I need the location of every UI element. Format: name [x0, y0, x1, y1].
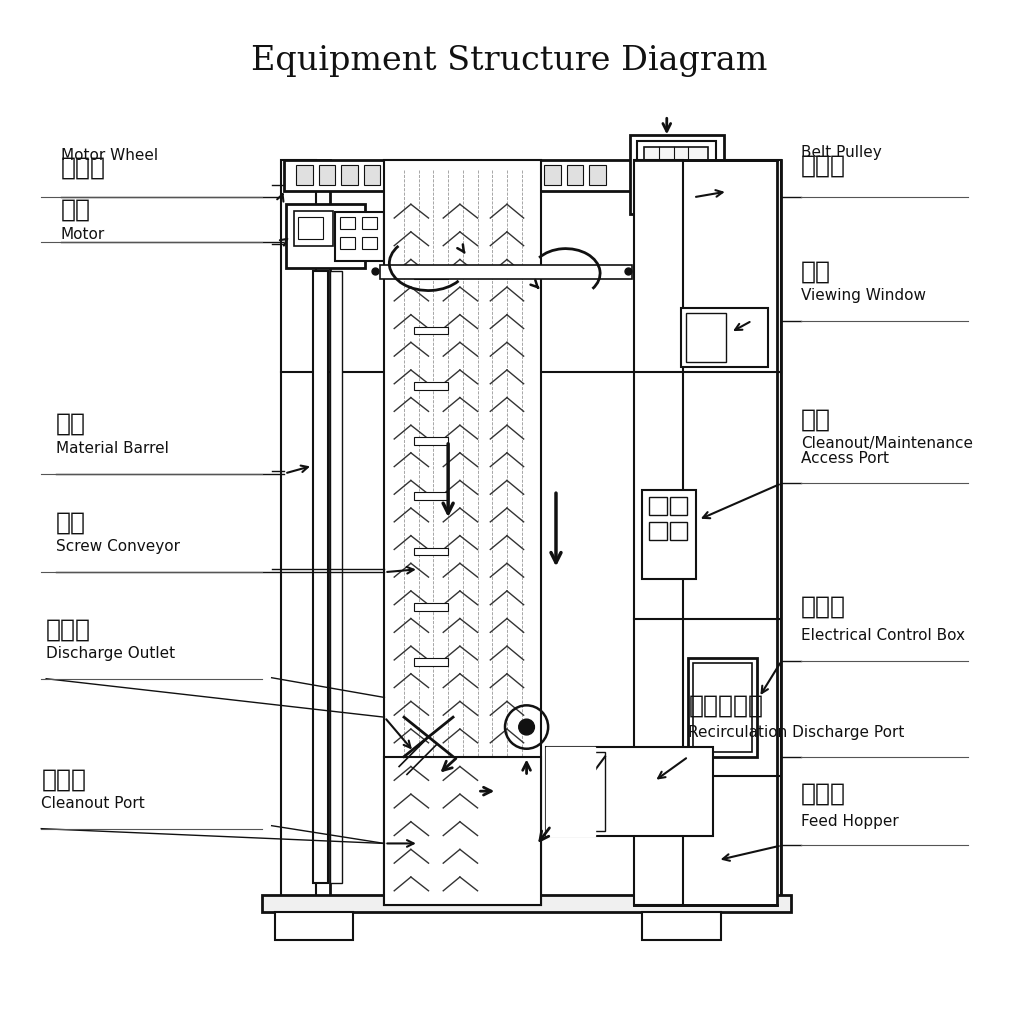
Text: Cleanout Port: Cleanout Port [41, 796, 145, 811]
Bar [414, 603, 449, 610]
Bar [644, 147, 708, 197]
Bar [414, 437, 449, 444]
Bar [637, 141, 716, 205]
Bar [693, 663, 752, 752]
Bar [282, 160, 331, 904]
Text: 入口: 入口 [801, 408, 831, 431]
Text: 循环落料口: 循环落料口 [688, 693, 763, 717]
Bar [364, 165, 381, 185]
Bar [380, 265, 633, 280]
Bar [409, 165, 426, 185]
Text: 螺杆: 螺杆 [56, 511, 86, 535]
Text: Equipment Structure Diagram: Equipment Structure Diagram [251, 45, 767, 77]
Text: Electrical Control Box: Electrical Control Box [801, 628, 965, 643]
Bar [294, 211, 334, 246]
Bar [639, 160, 693, 904]
Bar [476, 165, 494, 185]
Text: Belt Pulley: Belt Pulley [801, 144, 882, 160]
Bar [639, 160, 781, 904]
Bar [287, 204, 365, 268]
Bar [361, 217, 377, 229]
Bar [336, 212, 384, 261]
Text: Motor: Motor [60, 226, 105, 242]
Bar [341, 165, 358, 185]
Bar [262, 895, 792, 912]
Text: 清料口: 清料口 [41, 767, 86, 792]
Bar [340, 217, 355, 229]
Bar [566, 165, 584, 185]
Bar [546, 746, 713, 836]
Text: Screw Conveyor: Screw Conveyor [56, 540, 180, 554]
Bar [285, 160, 633, 191]
Bar [551, 752, 605, 830]
Bar [414, 271, 449, 280]
Bar [274, 912, 353, 940]
Bar [590, 165, 606, 185]
Text: Feed Hopper: Feed Hopper [801, 814, 899, 828]
Text: Discharge Outlet: Discharge Outlet [46, 646, 175, 660]
Text: 电机轮: 电机轮 [60, 156, 105, 179]
Bar [414, 548, 449, 555]
Bar [499, 165, 516, 185]
Bar [521, 165, 539, 185]
Text: 皮带轮: 皮带轮 [801, 154, 846, 177]
Bar [331, 271, 342, 883]
Bar [454, 165, 471, 185]
Bar [318, 165, 336, 185]
Bar [631, 135, 724, 214]
Bar [682, 308, 768, 367]
Bar [544, 165, 561, 185]
Bar [649, 522, 667, 540]
Bar [670, 522, 687, 540]
Text: Motor Wheel: Motor Wheel [60, 147, 158, 163]
Text: 进料斗: 进料斗 [801, 782, 846, 806]
Bar [642, 912, 721, 940]
Bar [431, 165, 449, 185]
Bar [674, 160, 781, 904]
Text: Material Barrel: Material Barrel [56, 440, 169, 456]
Text: Viewing Window: Viewing Window [801, 288, 926, 303]
Text: 料桶: 料桶 [56, 412, 86, 436]
Bar [296, 165, 313, 185]
Text: 视窗: 视窗 [801, 259, 831, 284]
Polygon shape [546, 746, 595, 836]
Text: 电控箱: 电控箱 [801, 595, 846, 618]
Bar [686, 312, 726, 362]
Bar [414, 493, 449, 500]
Text: Access Port: Access Port [801, 451, 889, 466]
Bar [642, 490, 696, 580]
Text: Cleanout/Maintenance: Cleanout/Maintenance [801, 436, 973, 451]
Bar [361, 237, 377, 249]
Bar [414, 382, 449, 390]
Circle shape [519, 719, 535, 735]
Bar [414, 658, 449, 666]
Bar [340, 237, 355, 249]
Bar [688, 658, 757, 757]
Bar [298, 217, 323, 239]
Bar [282, 160, 315, 904]
Bar [649, 498, 667, 515]
Bar [384, 757, 542, 904]
Text: Recirculation Discharge Port: Recirculation Discharge Port [688, 725, 905, 740]
Text: 电机: 电机 [60, 198, 91, 222]
Text: 出料口: 出料口 [46, 617, 91, 641]
Bar [635, 160, 776, 904]
Bar [386, 165, 403, 185]
Bar [313, 271, 328, 883]
Bar [635, 160, 683, 904]
Bar [670, 498, 687, 515]
Bar [414, 327, 449, 335]
Bar [384, 160, 542, 904]
